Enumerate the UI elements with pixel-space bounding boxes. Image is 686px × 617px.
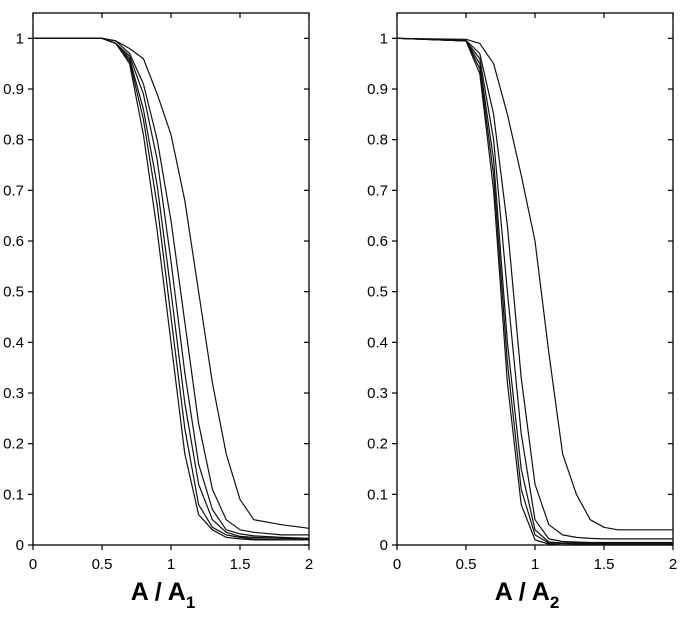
chart-panel-2: 00.10.20.30.40.50.60.70.80.910 0.5 1 1.5 2A … bbox=[367, 12, 677, 612]
series-line-curve-3 bbox=[396, 37, 673, 545]
x-axis-label: A / A1 bbox=[131, 578, 196, 612]
x-tick-label: 0 bbox=[393, 556, 401, 573]
series-line-curve-4 bbox=[33, 37, 310, 539]
y-tick-label: 0.7 bbox=[3, 182, 24, 199]
y-tick-label: 0.7 bbox=[367, 182, 388, 199]
x-axis-label-subscript: 1 bbox=[186, 593, 195, 612]
x-tick-label: 0.5 bbox=[92, 556, 113, 573]
y-tick-label: 0.1 bbox=[367, 486, 388, 503]
x-tick-label: 1.5 bbox=[230, 556, 251, 573]
x-axis-label-main: A / A bbox=[131, 578, 186, 606]
x-axis-label-main: A / A bbox=[495, 578, 550, 606]
y-tick-label: 0.5 bbox=[3, 284, 24, 301]
y-tick-label: 0.8 bbox=[367, 132, 388, 149]
y-tick-label: 0 bbox=[16, 537, 24, 554]
series-line-curve-5 bbox=[33, 37, 309, 536]
x-axis-label-subscript: 2 bbox=[550, 593, 559, 612]
y-tick-label: 0.2 bbox=[367, 436, 388, 453]
series-line-curve-5 bbox=[396, 37, 673, 540]
y-tick-label: 1 bbox=[16, 30, 24, 47]
y-tick-label: 0.5 bbox=[367, 284, 388, 301]
y-tick-label: 0 bbox=[380, 537, 388, 554]
x-tick-label: 1 bbox=[167, 556, 175, 573]
series-line-curve-6 bbox=[33, 37, 310, 529]
series-line-curve-1 bbox=[396, 37, 673, 546]
y-tick-label: 0.6 bbox=[3, 233, 24, 250]
series-line-curve-4 bbox=[396, 37, 673, 544]
y-tick-label: 0.4 bbox=[367, 334, 388, 351]
y-tick-label: 0.2 bbox=[3, 436, 24, 453]
y-tick-label: 0.6 bbox=[367, 233, 388, 250]
y-tick-label: 0.9 bbox=[367, 81, 388, 98]
y-tick-label: 0.1 bbox=[3, 486, 24, 503]
x-tick-label: 0.5 bbox=[456, 556, 477, 573]
x-tick-label: 2 bbox=[305, 556, 313, 573]
chart-panel-1: 0 0.1 0.2 0.3 0.4 0.5 0.6 0.7 0.8 0.9 1 0 0.5 1 1.5 2 A … bbox=[3, 12, 313, 612]
y-tick-label: 0.3 bbox=[367, 385, 388, 402]
x-tick-label: 0 bbox=[29, 556, 37, 573]
plot-frame bbox=[396, 12, 674, 546]
plot-frame bbox=[32, 12, 310, 546]
y-tick-label: 0.4 bbox=[3, 334, 24, 351]
x-axis-label: A / A2 bbox=[495, 578, 560, 612]
x-tick-label: 1.5 bbox=[594, 556, 615, 573]
x-tick-label: 2 bbox=[669, 556, 677, 573]
y-tick-label: 1 bbox=[380, 30, 388, 47]
y-tick-label: 0.3 bbox=[3, 385, 24, 402]
x-tick-label: 1 bbox=[531, 556, 539, 573]
y-tick-label: 0.9 bbox=[3, 81, 24, 98]
y-tick-label: 0.8 bbox=[3, 132, 24, 149]
series-line-curve-3 bbox=[33, 37, 310, 540]
series-line-curve-2 bbox=[396, 37, 673, 545]
series-line-curve-6 bbox=[396, 37, 673, 531]
